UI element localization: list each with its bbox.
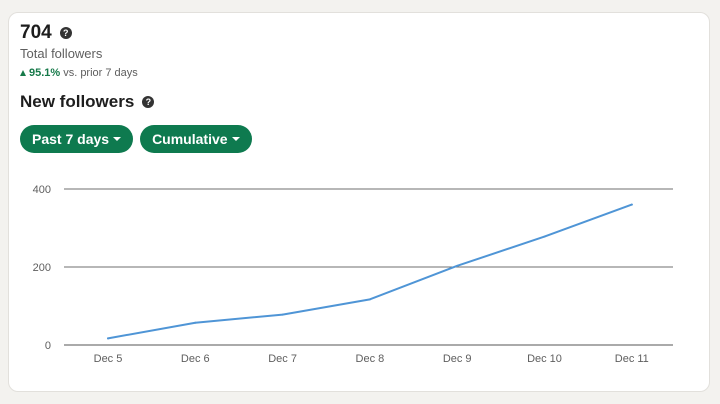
x-tick-label: Dec 11 (615, 353, 649, 365)
x-tick-label: Dec 9 (443, 353, 472, 365)
chart-filters: Past 7 days Cumulative (20, 125, 252, 153)
data-point (194, 321, 197, 324)
data-point (630, 203, 633, 206)
change-percentage: 95.1% (29, 67, 61, 79)
data-point (543, 235, 546, 238)
caret-down-icon (113, 137, 122, 141)
x-tick-label: Dec 5 (94, 353, 123, 365)
x-tick-label: Dec 8 (356, 353, 385, 365)
caret-down-icon (231, 137, 240, 141)
period-dropdown-button[interactable]: Past 7 days (20, 125, 134, 153)
y-tick-label: 200 (33, 262, 51, 274)
follower-change: 95.1% vs. prior 7 days (20, 67, 138, 79)
x-tick-label: Dec 6 (181, 353, 210, 365)
help-icon[interactable]: ? (142, 96, 155, 108)
total-followers-label: Total followers (20, 46, 103, 61)
data-point (281, 313, 284, 316)
section-title: New followers (20, 92, 135, 111)
help-icon[interactable]: ? (59, 27, 72, 39)
data-point (368, 298, 371, 301)
new-followers-header: New followers ? (20, 92, 155, 112)
mode-dropdown-button[interactable]: Cumulative (140, 125, 252, 153)
x-tick-label: Dec 7 (268, 353, 297, 365)
followers-card (8, 12, 710, 392)
y-tick-label: 0 (45, 340, 51, 352)
period-dropdown-label: Past 7 days (32, 131, 110, 147)
series-line (107, 203, 633, 340)
y-tick-label: 400 (33, 184, 51, 196)
data-point (456, 264, 459, 267)
total-followers-count: 704 (20, 22, 52, 43)
x-tick-label: Dec 10 (527, 353, 562, 365)
change-comparison-text: vs. prior 7 days (63, 67, 138, 79)
up-arrow-icon (20, 70, 26, 76)
total-followers-row: 704 ? (20, 22, 72, 44)
mode-dropdown-label: Cumulative (152, 131, 228, 147)
data-point (107, 337, 109, 340)
